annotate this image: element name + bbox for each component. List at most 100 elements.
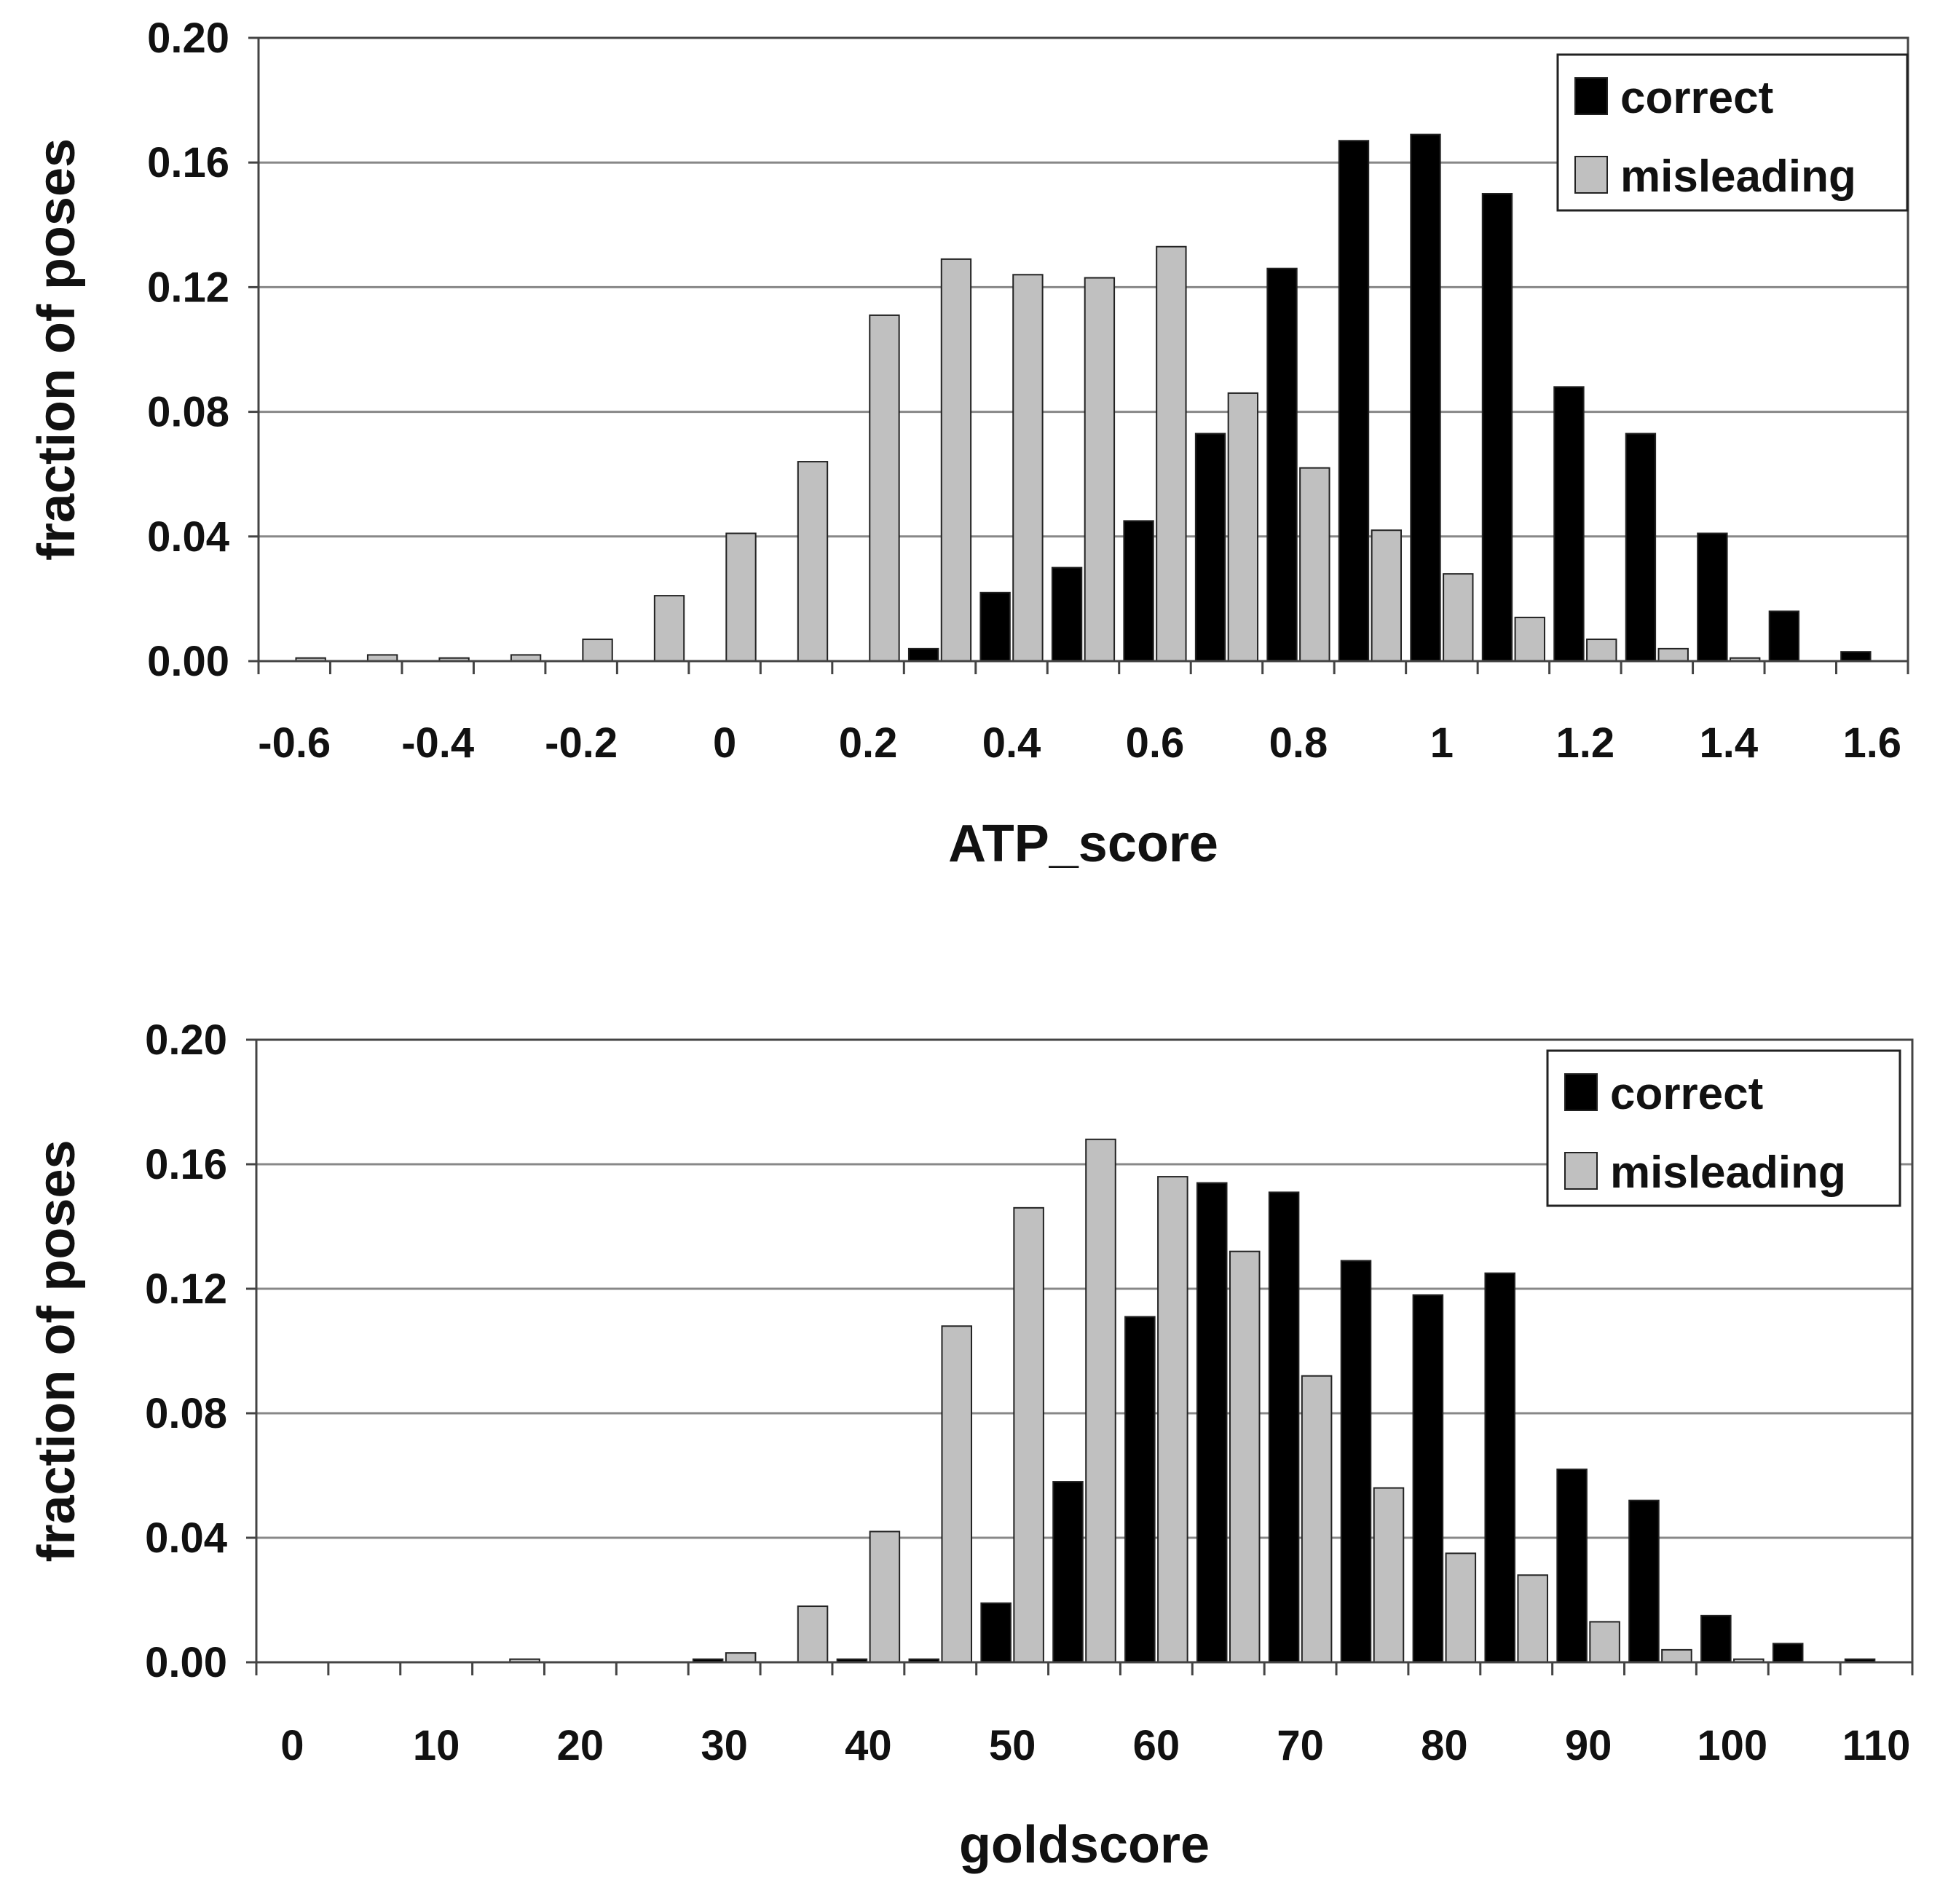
bar-misleading-55 [1085, 1138, 1116, 1664]
legend-swatch-correct [1574, 77, 1608, 115]
y-tick-label: 0.08 [147, 389, 229, 436]
bar-correct-1.4 [1697, 532, 1728, 663]
x-tick-label: 110 [1842, 1722, 1911, 1769]
legend-swatch-correct [1564, 1073, 1598, 1111]
bar-misleading-1.3 [1657, 647, 1689, 663]
bar-misleading-0.7 [1227, 392, 1259, 662]
bar-misleading-0.3 [940, 258, 972, 662]
bar-misleading--0.2 [582, 639, 613, 662]
x-tick-label: -0.6 [258, 719, 331, 767]
legend-box [1546, 1049, 1901, 1207]
x-tick-label: 0.6 [1126, 719, 1185, 767]
legend-swatch-misleading [1564, 1152, 1598, 1190]
x-tick-label: 40 [845, 1722, 892, 1769]
y-axis-title: fraction of poses [28, 1139, 86, 1562]
y-tick-label: 0.12 [145, 1265, 227, 1313]
bar-correct-70 [1268, 1191, 1300, 1663]
x-tick-label: -0.2 [545, 719, 618, 767]
bar-correct-75 [1340, 1260, 1372, 1663]
y-tick-label: 0.20 [145, 1016, 227, 1064]
bar-correct-55 [1052, 1481, 1084, 1664]
bar-correct-0.4 [979, 591, 1011, 663]
x-tick-label: 0 [280, 1722, 304, 1769]
bar-correct-1.6 [1840, 651, 1872, 662]
bar-correct-1.3 [1625, 432, 1657, 662]
legend-box [1556, 53, 1909, 212]
bar-correct-0.6 [1123, 520, 1154, 663]
bar-misleading-85 [1517, 1574, 1548, 1664]
x-tick-label: -0.4 [401, 719, 474, 767]
y-axis-title: fraction of poses [28, 138, 86, 561]
legend: correct misleading [1556, 53, 1909, 212]
bar-misleading-35 [797, 1605, 829, 1664]
legend-label-misleading: misleading [1620, 151, 1856, 202]
bar-correct-65 [1196, 1182, 1228, 1663]
bar-misleading-1.1 [1514, 617, 1545, 663]
x-tick-label: 0.8 [1269, 719, 1328, 767]
legend-label-correct: correct [1620, 73, 1773, 123]
x-tick-label: 50 [989, 1722, 1036, 1769]
bar-correct-0.5 [1051, 566, 1083, 662]
bar-misleading-1 [1443, 573, 1474, 662]
bar-correct-1.2 [1553, 386, 1585, 662]
y-tick-label: 0.16 [147, 139, 229, 186]
bar-misleading-50 [1013, 1206, 1044, 1663]
atp-score-chart: 0.00 0.04 0.08 0.12 0.16 0.20 -0.6 -0.4 -0.2 0 0.2… [28, 15, 1909, 873]
x-tick-label: 1 [1430, 719, 1454, 767]
x-tick-label: 0.4 [982, 719, 1041, 767]
y-tick-label: 0.16 [145, 1141, 227, 1188]
bar-misleading-40 [869, 1530, 901, 1663]
x-axis-title: goldscore [959, 1816, 1210, 1874]
bar-misleading-0.4 [1012, 274, 1044, 662]
bar-misleading-0.6 [1156, 245, 1187, 662]
goldscore-chart: 0.00 0.04 0.08 0.12 0.16 0.20 0 10 20 30 40 50 60 70 8… [28, 1016, 1914, 1874]
y-tick-label: 0.20 [147, 15, 229, 62]
bar-correct-50 [980, 1602, 1012, 1663]
x-tick-label: 70 [1277, 1722, 1324, 1769]
bar-misleading-1.2 [1586, 639, 1617, 662]
legend-swatch-misleading [1574, 156, 1608, 194]
bar-misleading-30 [725, 1652, 757, 1664]
x-tick-label: 1.6 [1842, 719, 1901, 767]
bar-misleading-0.9 [1371, 529, 1403, 662]
x-tick-label: 0.2 [839, 719, 898, 767]
x-tick-label: 1.2 [1556, 719, 1615, 767]
bar-misleading-70 [1301, 1375, 1333, 1663]
x-axis-title: ATP_score [948, 815, 1218, 873]
bar-correct-85 [1484, 1272, 1515, 1663]
legend-label-misleading: misleading [1610, 1147, 1846, 1198]
bar-correct-1 [1410, 133, 1441, 662]
bar-misleading-90 [1589, 1621, 1620, 1664]
bar-correct-1.1 [1481, 193, 1513, 662]
legend-label-correct: correct [1610, 1069, 1763, 1119]
bar-misleading-45 [941, 1325, 973, 1664]
x-tick-label: 80 [1421, 1722, 1468, 1769]
bar-misleading-60 [1157, 1176, 1188, 1663]
bar-correct-90 [1556, 1468, 1588, 1663]
plot-area [255, 1038, 1914, 1664]
legend: correct misleading [1546, 1049, 1901, 1207]
x-tick-label: 60 [1133, 1722, 1180, 1769]
bar-misleading-80 [1445, 1552, 1477, 1663]
bar-correct-95 [1628, 1499, 1660, 1663]
bar-misleading-0.2 [869, 314, 900, 662]
x-tick-label: 1.4 [1699, 719, 1758, 767]
x-tick-label: 90 [1565, 1722, 1612, 1769]
x-tick-label: 20 [557, 1722, 604, 1769]
bar-misleading-0.1 [797, 461, 829, 663]
x-tick-label: 0 [713, 719, 736, 767]
bar-misleading-0.5 [1084, 277, 1116, 662]
x-tick-label: 10 [413, 1722, 460, 1769]
bar-misleading-0.8 [1299, 467, 1330, 662]
bar-misleading-65 [1229, 1250, 1261, 1663]
y-tick-label: 0.04 [147, 513, 229, 561]
bar-correct-0.8 [1266, 267, 1298, 663]
y-tick-label: 0.00 [147, 638, 229, 685]
bar-misleading-95 [1661, 1648, 1692, 1663]
bar-misleading--0.1 [653, 595, 685, 662]
y-tick-label: 0.04 [145, 1514, 227, 1562]
bar-misleading-0 [725, 532, 757, 663]
x-tick-label: 30 [701, 1722, 748, 1769]
bar-misleading-75 [1373, 1487, 1405, 1663]
